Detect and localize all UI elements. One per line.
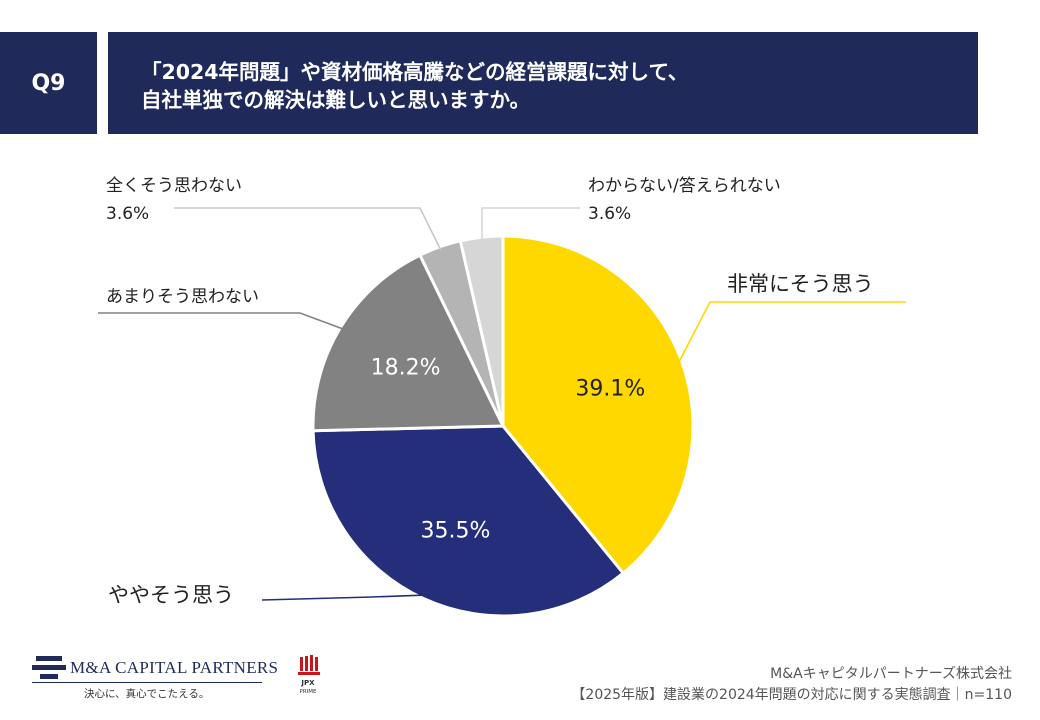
label-very-much: 非常にそう思う (727, 272, 874, 296)
value-not-at-all: 3.6% (106, 204, 149, 224)
company-tagline: 決心に、真心でこたえる。 (84, 688, 210, 700)
label-dont-know: わからない/答えられない (588, 176, 781, 196)
label-not-at-all: 全くそう思わない (106, 176, 242, 196)
question-title-bar: 「2024年問題」や資材価格高騰などの経営課題に対して、 自社単独での解決は難し… (108, 32, 978, 134)
pie-value-very-much: 39.1% (575, 377, 645, 402)
jpx-mark-icon (298, 655, 320, 675)
pie-value-somewhat: 35.5% (420, 519, 490, 544)
pie-slice-somewhat (311, 424, 626, 618)
question-number-badge: Q9 (0, 32, 97, 134)
leader-line-somewhat (261, 594, 426, 601)
pie-slice-very-much (501, 234, 695, 576)
leader-line-not-at-all (174, 207, 442, 251)
footer-source: 【2025年版】建設業の2024年問題の対応に関する実態調査｜n=110 (571, 687, 1012, 703)
footer: M&Aキャピタルパートナーズ株式会社 【2025年版】建設業の2024年問題の対… (571, 664, 1012, 706)
jpx-prime-badge: JPX PRIME (289, 655, 327, 701)
company-logo: M&A CAPITAL PARTNERS 決心に、真心でこたえる。 (32, 652, 278, 708)
pie-value-not-really: 18.2% (371, 356, 441, 381)
company-logo-mark-icon (32, 656, 66, 679)
question-title-line2: 自社単独での解決は難しいと思いますか。 (141, 88, 531, 112)
footer-company: M&Aキャピタルパートナーズ株式会社 (770, 666, 1012, 682)
leader-line-not-really (98, 312, 345, 331)
label-somewhat: ややそう思う (108, 583, 234, 607)
value-dont-know: 3.6% (588, 204, 631, 224)
logo-divider (32, 682, 262, 683)
question-number: Q9 (31, 70, 66, 96)
company-logo-text: M&A CAPITAL PARTNERS (70, 658, 279, 677)
leader-line-dont-know (481, 207, 580, 242)
question-title-line1: 「2024年問題」や資材価格高騰などの経営課題に対して、 (141, 60, 689, 84)
jpx-label: JPX (301, 679, 315, 687)
leader-line-very-much (677, 301, 906, 364)
label-not-really: あまりそう思わない (106, 287, 259, 307)
prime-label: PRIME (299, 689, 317, 695)
